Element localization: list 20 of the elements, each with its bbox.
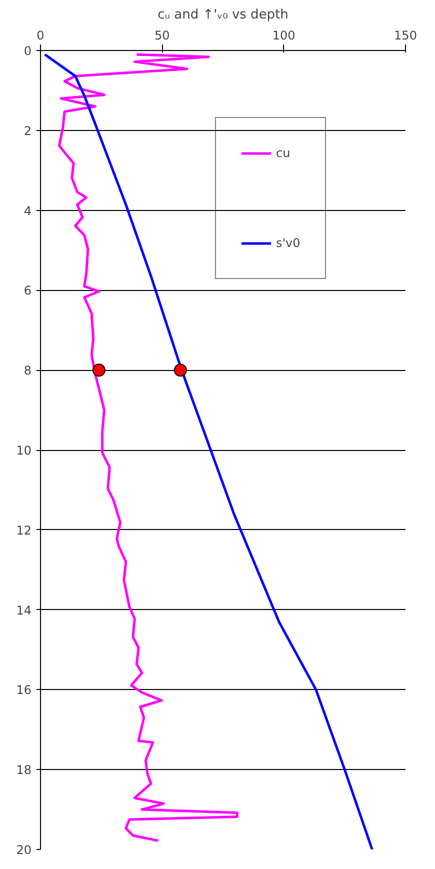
y-tick-label: 2 [24, 124, 32, 138]
x-tick-label: 100 [272, 28, 296, 42]
line-series [58, 53, 238, 842]
y-tick-label: 8 [24, 364, 32, 378]
y-tick-label: 18 [16, 763, 32, 778]
x-tick-label: 50 [154, 28, 170, 42]
x-tick-label: 0 [36, 28, 44, 42]
y-tick-label: 12 [16, 523, 32, 538]
y-tick-label: 10 [16, 444, 32, 458]
y-tick-label: 14 [16, 603, 32, 618]
legend-label: cu [276, 146, 292, 160]
y-tick-label: 0 [24, 44, 32, 58]
legend-label: s'v0 [276, 236, 300, 250]
y-tick-label: 6 [24, 284, 32, 298]
chart-title: cᵤ and ↑'ᵥ₀ vs depth [158, 8, 288, 22]
x-tick-label: 150 [394, 28, 417, 42]
y-tick-label: 4 [24, 204, 32, 218]
line-series [44, 53, 374, 850]
y-tick-label: 20 [16, 843, 32, 857]
y-tick-label: 16 [16, 683, 32, 698]
